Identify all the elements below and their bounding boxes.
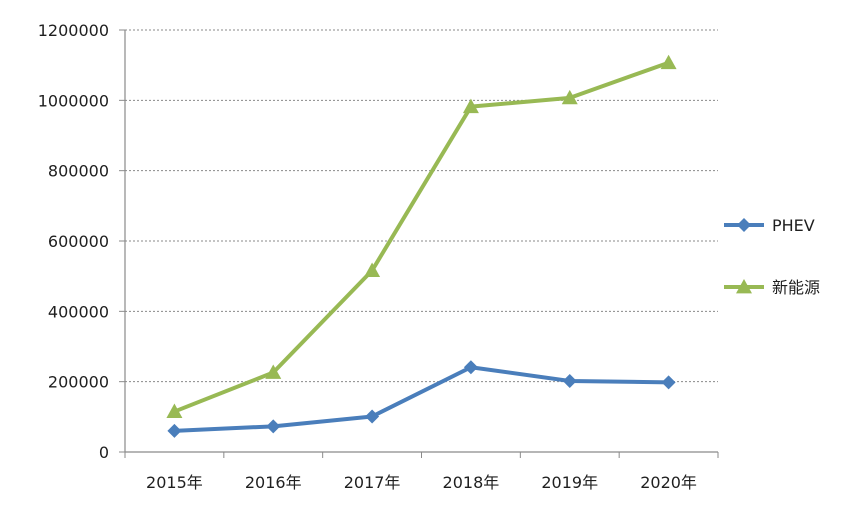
- y-tick-label: 200000: [48, 373, 109, 392]
- y-tick-label: 800000: [48, 162, 109, 181]
- axes: [119, 29, 719, 458]
- legend-item: PHEV: [724, 216, 815, 235]
- plot-series: [166, 54, 677, 438]
- x-tick-label: 2020年: [640, 473, 697, 492]
- data-point-triangle: [462, 98, 479, 114]
- data-point-triangle: [364, 262, 381, 277]
- data-point-diamond: [562, 373, 577, 388]
- series-new-energy: [166, 54, 677, 418]
- gridlines: [125, 29, 718, 383]
- legend-marker-diamond: [737, 218, 751, 232]
- y-tick-label: 400000: [48, 302, 109, 321]
- x-axis-tick-labels: 2015年 2016年 2017年 2018年 2019年 2020年: [146, 473, 697, 492]
- data-point-triangle: [265, 364, 282, 379]
- y-tick-label: 600000: [48, 232, 109, 251]
- series-phev: [167, 360, 676, 438]
- series-line: [172, 365, 671, 433]
- x-tick-label: 2015年: [146, 473, 203, 492]
- legend: PHEV 新能源: [724, 216, 820, 297]
- y-axis-tick-labels: 0 200000 400000 600000 800000 1000000 1200000: [38, 21, 109, 462]
- y-tick-label: 1000000: [38, 91, 109, 110]
- data-point-triangle: [166, 403, 183, 418]
- data-point-diamond: [365, 409, 380, 424]
- legend-label: PHEV: [772, 216, 815, 235]
- x-tick-label: 2016年: [245, 473, 302, 492]
- y-tick-label: 0: [99, 443, 109, 462]
- legend-label: 新能源: [772, 278, 820, 297]
- legend-item: 新能源: [724, 278, 820, 297]
- legend-marker-triangle: [736, 279, 752, 294]
- x-tick-label: 2018年: [443, 473, 500, 492]
- data-point-triangle: [561, 89, 578, 105]
- data-point-diamond: [167, 423, 182, 438]
- x-tick-label: 2017年: [344, 473, 401, 492]
- data-point-diamond: [661, 375, 676, 390]
- x-tick-label: 2019年: [541, 473, 598, 492]
- series-line: [172, 60, 671, 414]
- y-tick-label: 1200000: [38, 21, 109, 40]
- data-point-diamond: [266, 419, 281, 434]
- data-point-triangle: [660, 54, 677, 70]
- data-point-diamond: [463, 360, 478, 375]
